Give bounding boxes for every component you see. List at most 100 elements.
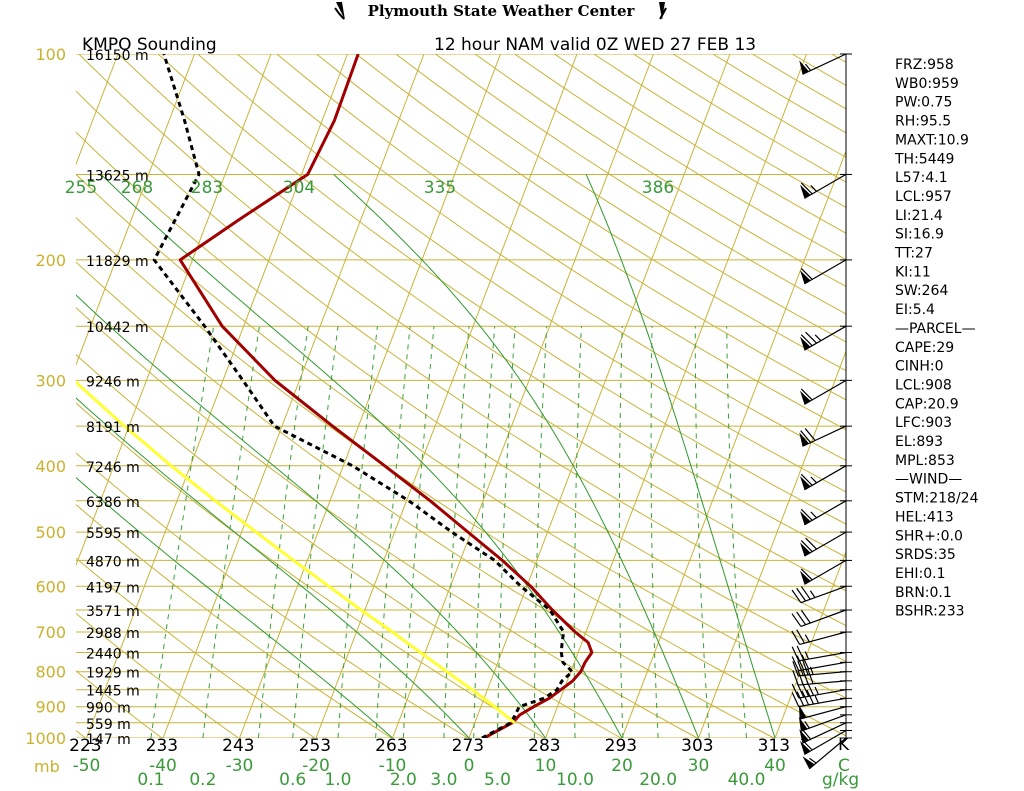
temperature-tick-label: -20 xyxy=(302,756,330,776)
height-label: 9246 m xyxy=(86,374,140,390)
dry-adiabat-line xyxy=(76,503,392,738)
barb-pennant xyxy=(798,704,807,720)
barb-full xyxy=(797,660,804,676)
wind-barb xyxy=(798,714,847,732)
wind-barb xyxy=(800,559,847,585)
barb-full xyxy=(791,656,800,671)
height-label: 1445 m xyxy=(86,684,140,700)
wind-barb xyxy=(798,704,847,720)
barb-staff xyxy=(798,671,847,677)
mixing-ratio-label: 3.0 xyxy=(430,770,457,790)
index-line: BRN:0.1 xyxy=(895,585,952,601)
sounding-curves xyxy=(76,54,594,738)
isotherm-line xyxy=(621,149,846,738)
index-line: SHR+:0.0 xyxy=(895,528,963,544)
barb-full xyxy=(800,473,813,486)
barb-full xyxy=(800,586,811,600)
series-other xyxy=(76,380,516,724)
pressure-tick-label: 400 xyxy=(35,457,66,476)
barb-full xyxy=(796,611,807,626)
dry-adiabat-line xyxy=(236,54,846,462)
dry-adiabat-line xyxy=(276,54,846,431)
height-label: 16150 m xyxy=(86,48,149,64)
index-line: SI:16.9 xyxy=(895,227,944,243)
mixing-ratio-label: 20.0 xyxy=(639,770,677,790)
barb-half xyxy=(814,695,819,704)
dry-adiabat-line xyxy=(76,612,239,738)
index-line: LCL:957 xyxy=(895,189,952,205)
barb-pennant xyxy=(800,740,811,755)
dry-adiabat-line xyxy=(78,54,846,592)
barb-full xyxy=(800,568,813,581)
barb-staff xyxy=(798,680,847,686)
wind-barb xyxy=(800,531,847,557)
mixing-ratio-line xyxy=(402,326,435,738)
moist-adiabat-line xyxy=(333,174,699,738)
index-line: LFC:903 xyxy=(895,415,952,431)
barb-pennant xyxy=(799,729,809,744)
barb-full xyxy=(800,182,813,195)
mixing-ratio-line xyxy=(497,326,516,738)
height-label: 559 m xyxy=(86,717,131,733)
barb-half xyxy=(804,651,810,660)
barb-staff xyxy=(804,259,847,285)
index-line: SW:264 xyxy=(895,283,948,299)
index-line: FRZ:958 xyxy=(895,57,954,73)
barb-full xyxy=(800,267,813,280)
dry-adiabat-line xyxy=(752,54,846,110)
header-title: Plymouth State Weather Center xyxy=(368,2,636,20)
theta-e-label: 283 xyxy=(191,178,223,198)
mixing-ratio-label: 0.2 xyxy=(189,770,216,790)
wind-barb xyxy=(799,53,847,75)
barb-staff xyxy=(804,325,847,351)
isotherm-line xyxy=(392,54,654,738)
barb-staff xyxy=(804,729,847,756)
temperature-tick-label: 10 xyxy=(535,756,557,776)
barb-full xyxy=(796,629,805,644)
dry-adiabat-line xyxy=(0,54,9,738)
mixing-ratio-label: 5.0 xyxy=(484,770,511,790)
index-line: CINH:0 xyxy=(895,359,944,375)
temperature-tick-label: 0 xyxy=(464,756,475,776)
mixing-ratio-line xyxy=(337,326,378,738)
barb-full xyxy=(791,646,800,662)
dry-adiabat-line xyxy=(395,54,846,343)
barb-full xyxy=(797,669,804,685)
index-line: RH:95.5 xyxy=(895,114,951,130)
theta-k-label: 223 xyxy=(69,736,101,756)
barb-full xyxy=(801,654,810,670)
barb-staff xyxy=(798,697,847,708)
moist-adiabat-line xyxy=(76,294,546,738)
index-line: LI:21.4 xyxy=(895,208,943,224)
height-label: 2440 m xyxy=(86,647,140,663)
wind-barb xyxy=(799,425,847,447)
pressure-tick-label: 1000 xyxy=(25,729,66,748)
header-logo-right xyxy=(659,2,667,20)
index-line: WB0:959 xyxy=(895,76,959,92)
barb-full xyxy=(792,661,799,677)
index-line: CAP:20.9 xyxy=(895,396,959,412)
dry-adiabat-line xyxy=(76,261,775,738)
mixing-ratio-label: 0.1 xyxy=(137,770,164,790)
moist-adiabat-line xyxy=(76,397,470,738)
barb-full xyxy=(806,689,815,705)
dry-adiabat-line xyxy=(712,54,846,134)
barb-staff xyxy=(799,706,847,720)
wind-barb xyxy=(800,500,847,526)
isotherm-line xyxy=(86,54,348,738)
mixing-ratio-line xyxy=(650,326,659,738)
barb-pennant xyxy=(800,390,811,405)
index-line: PW:0.75 xyxy=(895,95,952,111)
dry-adiabat-line xyxy=(76,354,622,738)
theta-k-label: 243 xyxy=(222,736,254,756)
dry-adiabat-line xyxy=(76,452,469,738)
barb-half xyxy=(809,757,817,764)
barb-staff xyxy=(800,585,847,604)
mixing-ratio-line xyxy=(202,326,260,738)
barb-full xyxy=(802,660,809,676)
pressure-tick-label: 700 xyxy=(35,623,66,642)
index-line: EL:893 xyxy=(895,434,943,450)
mixing-ratio-line xyxy=(257,326,309,738)
barb-staff xyxy=(804,531,847,557)
barb-pennant xyxy=(800,542,811,557)
